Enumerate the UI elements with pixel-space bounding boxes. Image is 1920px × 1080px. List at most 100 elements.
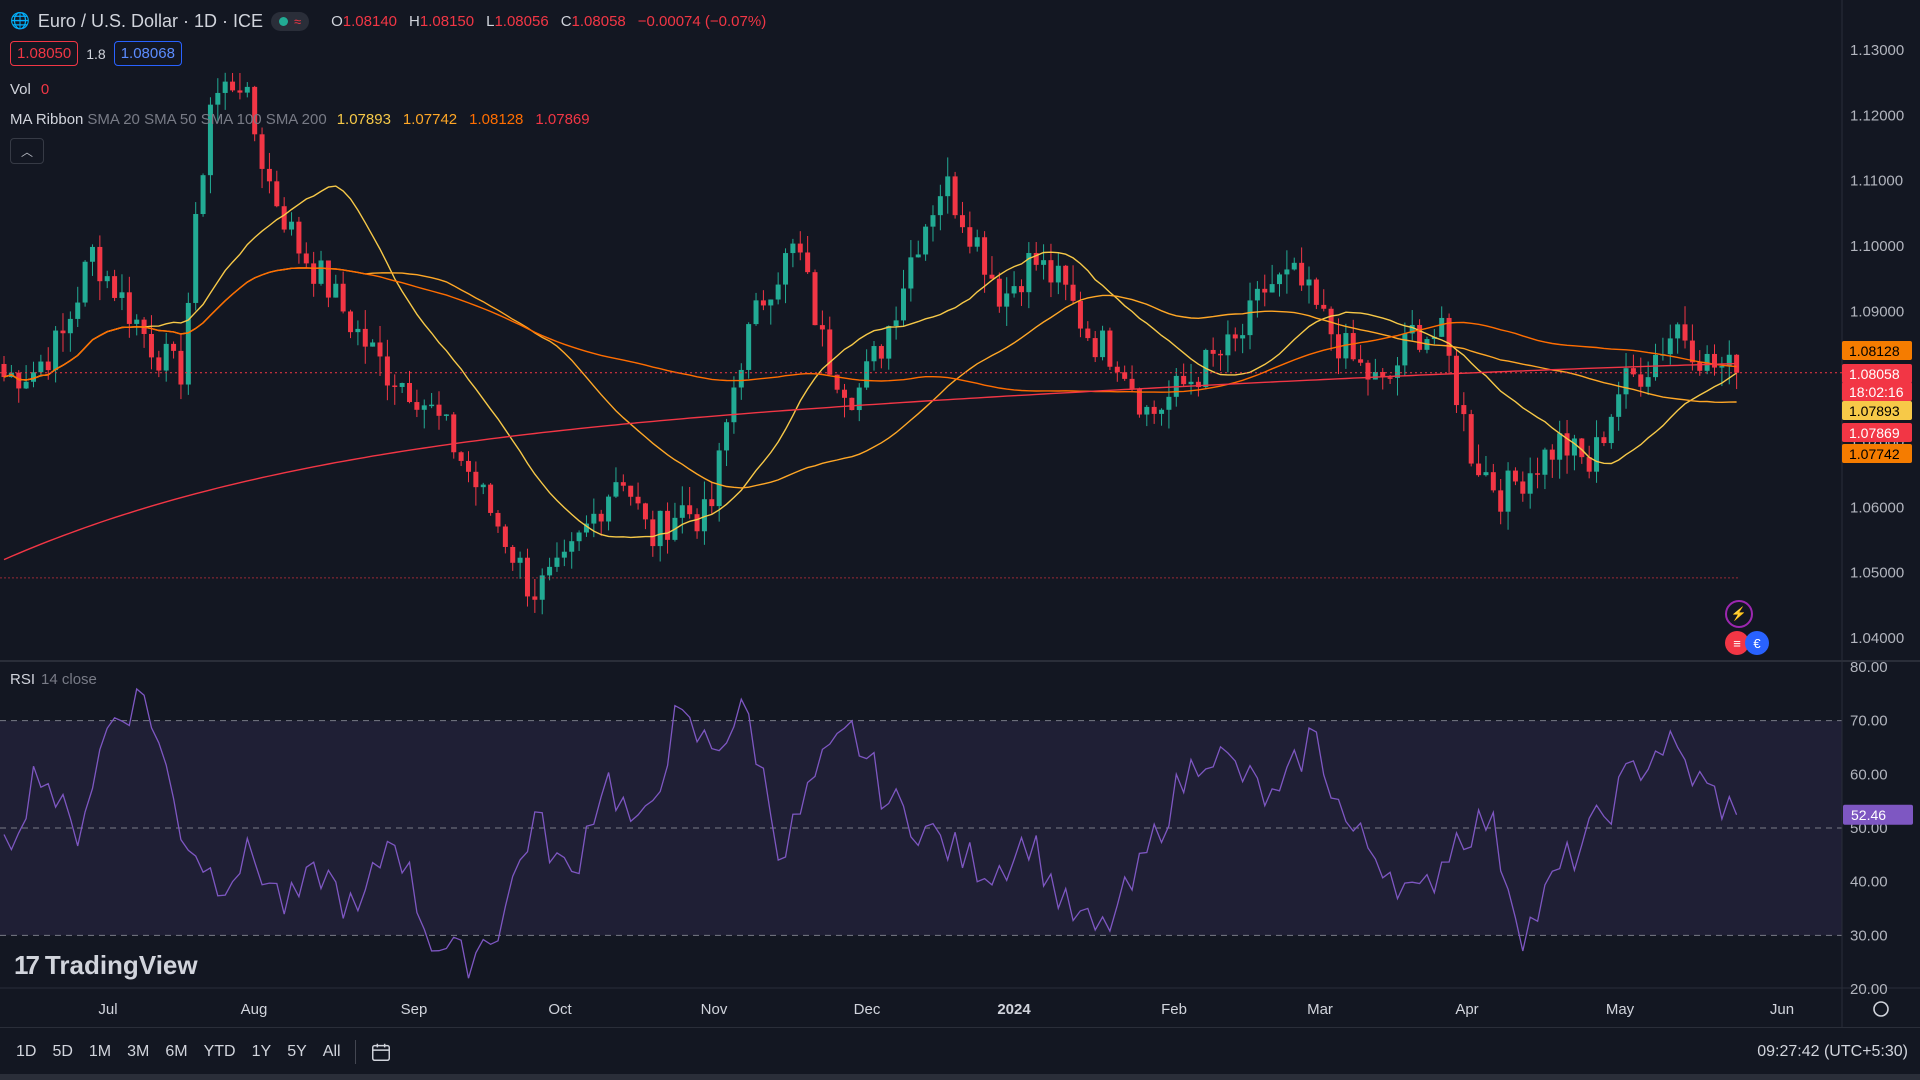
settings-gear-icon[interactable] bbox=[1873, 1001, 1889, 1017]
candle-body bbox=[480, 484, 486, 488]
price-axis-tag bbox=[1842, 364, 1912, 383]
candle-body bbox=[1734, 354, 1740, 373]
candle-body bbox=[1188, 381, 1194, 385]
candle-body bbox=[524, 557, 530, 597]
range-ytd[interactable]: YTD bbox=[203, 1042, 236, 1060]
candle-body bbox=[606, 496, 612, 522]
candle-body bbox=[679, 505, 685, 518]
candle-body bbox=[731, 387, 737, 423]
candle-body bbox=[1512, 470, 1518, 482]
goto-date-calendar-icon[interactable] bbox=[370, 1041, 392, 1063]
bottom-strip bbox=[0, 1074, 1920, 1080]
candle-body bbox=[989, 274, 995, 279]
candle-body bbox=[517, 557, 523, 563]
candle-body bbox=[908, 257, 914, 289]
candle-body bbox=[296, 221, 302, 254]
candle-body bbox=[97, 246, 103, 282]
chart-canvas[interactable]: 1.13000 1.12000 1.11000 1.10000 1.09000 1.080… bbox=[0, 0, 1920, 1028]
volume-legend[interactable]: Vol 0 bbox=[10, 81, 50, 98]
candle-body bbox=[1468, 414, 1474, 464]
candle-body bbox=[1166, 396, 1172, 410]
candle-body bbox=[1490, 472, 1496, 491]
candle-body bbox=[1247, 300, 1253, 336]
time-tick-label: Jun bbox=[1770, 1001, 1794, 1018]
candle-body bbox=[1645, 377, 1651, 387]
market-status-pill[interactable]: ≈ bbox=[270, 11, 310, 31]
candle-body bbox=[30, 372, 36, 382]
candle-body bbox=[1682, 324, 1688, 341]
candle-body bbox=[318, 260, 324, 284]
candle-body bbox=[1129, 378, 1135, 390]
market-open-icon bbox=[278, 16, 288, 26]
candle-body bbox=[1439, 317, 1445, 337]
ma-ribbon-legend[interactable]: MA Ribbon SMA 20 SMA 50 SMA 100 SMA 200 … bbox=[10, 111, 590, 128]
candle-body bbox=[1527, 473, 1533, 494]
rsi-line bbox=[3, 687, 1738, 979]
price-tick-label: 1.06000 bbox=[1850, 499, 1904, 516]
candle-body bbox=[23, 381, 29, 389]
tradingview-mark-icon: 17 bbox=[14, 950, 40, 980]
candle-body bbox=[768, 299, 774, 306]
candle-body bbox=[222, 81, 228, 93]
alert-lightning-icon[interactable]: ⚡ bbox=[1725, 600, 1753, 628]
ma20-value: 1.07893 bbox=[336, 111, 391, 128]
range-3m[interactable]: 3M bbox=[127, 1042, 150, 1060]
data-status-icon: ≈ bbox=[293, 13, 302, 29]
candle-body bbox=[1461, 405, 1467, 415]
buy-button[interactable]: 1.08068 bbox=[113, 41, 182, 66]
price-tick-label: 1.11000 bbox=[1850, 173, 1903, 190]
candle-body bbox=[790, 243, 796, 254]
time-tick-label: Oct bbox=[548, 1001, 572, 1018]
range-5y[interactable]: 5Y bbox=[287, 1042, 307, 1060]
sell-button[interactable]: 1.08050 bbox=[10, 41, 79, 66]
range-1m[interactable]: 1M bbox=[88, 1042, 112, 1060]
candle-body bbox=[1041, 260, 1047, 265]
candle-body bbox=[878, 346, 884, 359]
price-axis-tag bbox=[1842, 401, 1912, 420]
candle-body bbox=[842, 389, 848, 398]
candle-body bbox=[687, 505, 693, 515]
price-axis-tag-label: 1.07893 bbox=[1849, 403, 1900, 419]
candle-body bbox=[421, 405, 427, 410]
candle-body bbox=[465, 460, 471, 472]
range-5d[interactable]: 5D bbox=[52, 1042, 73, 1060]
candle-body bbox=[591, 513, 597, 524]
spread-value: 1.8 bbox=[86, 45, 106, 62]
ohlc-readout: O1.08140 H1.08150 L1.08056 C1.08058 −0.0… bbox=[331, 12, 767, 30]
range-6m[interactable]: 6M bbox=[165, 1042, 188, 1060]
candle-body bbox=[1195, 381, 1201, 388]
range-all[interactable]: All bbox=[322, 1042, 341, 1060]
candle-body bbox=[1358, 359, 1364, 363]
candle-body bbox=[1505, 470, 1511, 512]
currency-flag-icon: 🌐 bbox=[10, 13, 30, 30]
candle-body bbox=[274, 181, 280, 207]
collapse-legend-button[interactable]: ︿ bbox=[10, 138, 44, 164]
candle-body bbox=[701, 499, 707, 532]
candle-body bbox=[1232, 334, 1238, 339]
range-1y[interactable]: 1Y bbox=[251, 1042, 272, 1060]
candle-body bbox=[384, 356, 390, 386]
candle-body bbox=[1520, 481, 1526, 494]
candle-body bbox=[650, 519, 656, 547]
time-tick-label: 2024 bbox=[997, 1001, 1031, 1018]
candle-body bbox=[1313, 279, 1319, 305]
candle-body bbox=[1594, 437, 1600, 472]
candle-body bbox=[598, 513, 604, 522]
candle-body bbox=[1254, 288, 1260, 301]
candle-body bbox=[1070, 284, 1076, 301]
candle-body bbox=[716, 450, 722, 507]
candle-body bbox=[760, 300, 766, 306]
range-1d[interactable]: 1D bbox=[16, 1042, 37, 1060]
eu-flag-event-icon[interactable]: € bbox=[1745, 631, 1769, 655]
tradingview-logo[interactable]: 17 TradingView bbox=[14, 950, 198, 980]
symbol-title[interactable]: Euro / U.S. Dollar · 1D · ICE bbox=[37, 10, 263, 31]
candle-body bbox=[178, 350, 184, 385]
rsi-legend[interactable]: RSI 14 close bbox=[10, 671, 97, 688]
symbol-header: 🌐 Euro / U.S. Dollar · 1D · ICE ≈ O1.081… bbox=[10, 8, 766, 34]
range-buttons: 1D 5D 1M 3M 6M YTD 1Y 5Y All bbox=[16, 1043, 341, 1061]
candle-body bbox=[1269, 284, 1275, 293]
candle-body bbox=[1063, 265, 1069, 285]
timezone-clock[interactable]: 09:27:42 (UTC+5:30) bbox=[1757, 1042, 1908, 1060]
candle-body bbox=[171, 343, 177, 351]
candle-body bbox=[1033, 253, 1039, 265]
